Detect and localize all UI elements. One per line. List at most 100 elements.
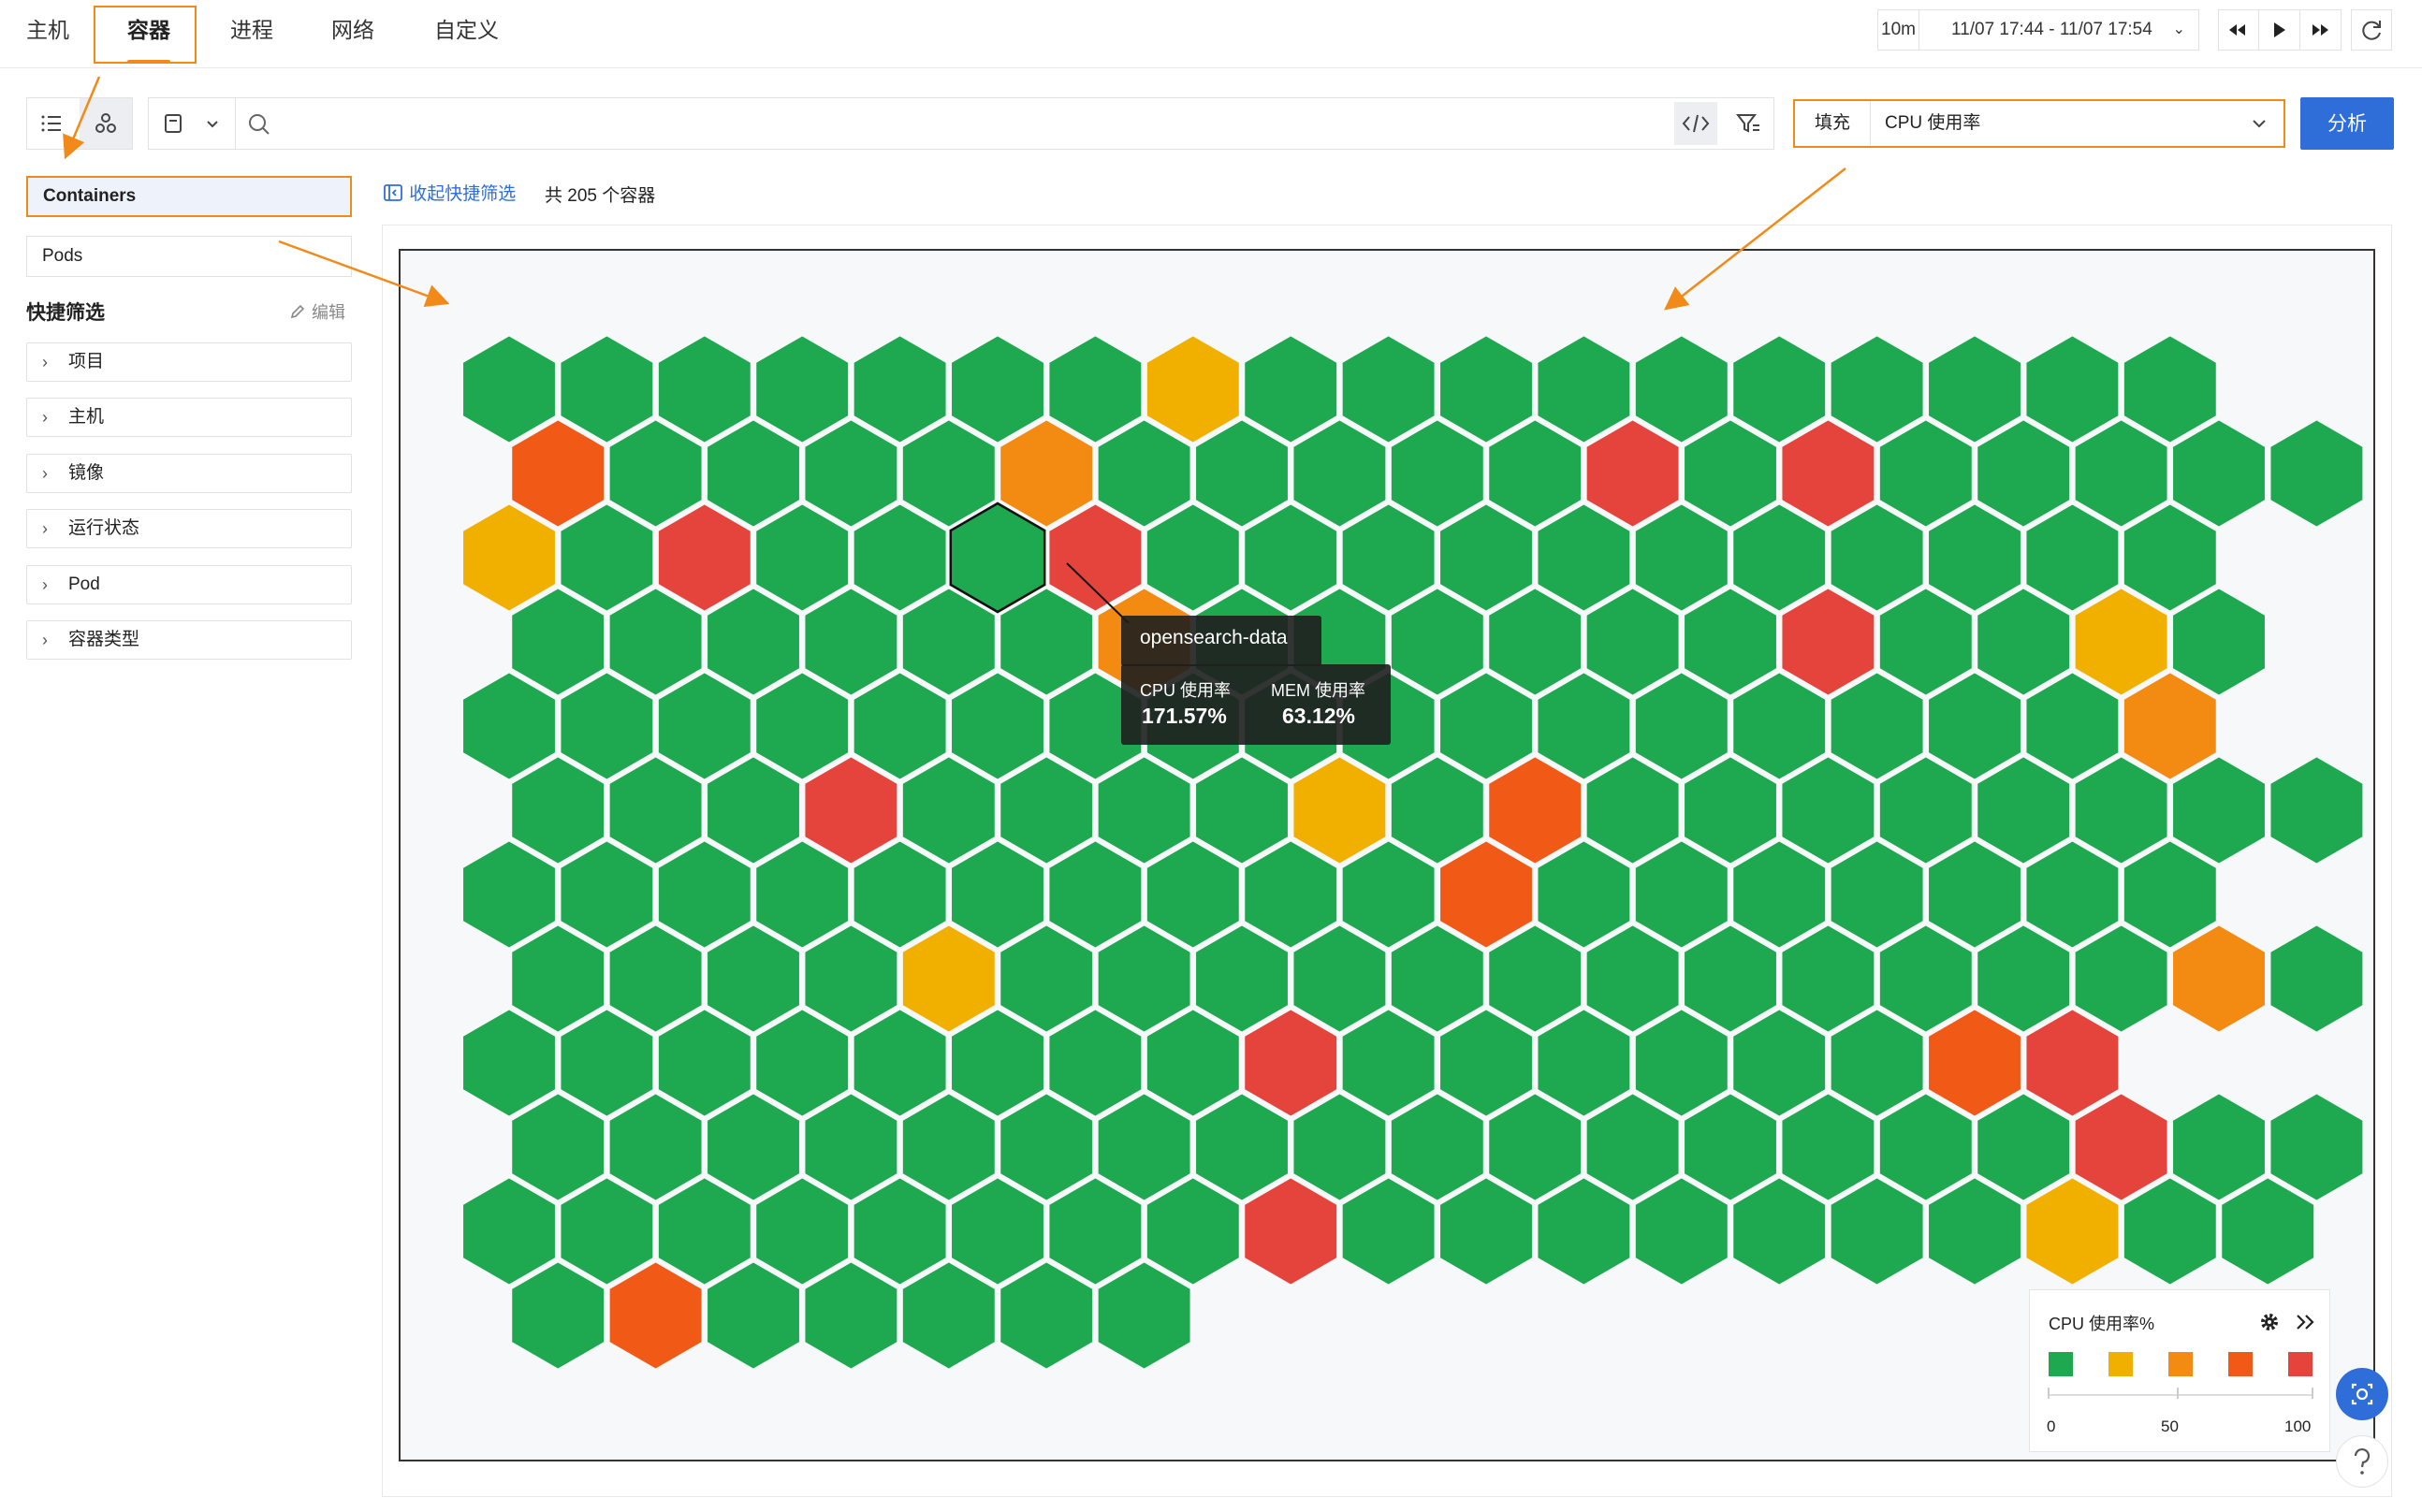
hex-cell[interactable] <box>2170 1091 2268 1203</box>
hex-cell[interactable] <box>802 1091 899 1203</box>
tab-custom[interactable]: 自定义 <box>434 18 499 42</box>
hex-cell[interactable] <box>900 417 998 530</box>
double-chevron-right-icon[interactable] <box>2294 1311 2318 1333</box>
hex-cell[interactable] <box>1926 838 2023 951</box>
hex-cell[interactable] <box>2170 586 2268 698</box>
hex-cell[interactable] <box>705 1259 802 1372</box>
filter-host[interactable]: › 主机 <box>26 398 352 437</box>
tab-container[interactable]: 容器 <box>127 18 170 42</box>
gear-icon[interactable] <box>2258 1311 2281 1333</box>
hex-cell[interactable] <box>1389 923 1486 1035</box>
hex-cell[interactable] <box>1779 754 1876 866</box>
hex-cell[interactable] <box>607 1091 705 1203</box>
hex-cell[interactable] <box>900 1091 998 1203</box>
hex-cell[interactable] <box>1877 1091 1975 1203</box>
hex-cell[interactable] <box>1437 838 1535 951</box>
fill-metric-select[interactable]: 填充 CPU 使用率 <box>1793 99 2285 148</box>
hex-cell[interactable] <box>1877 923 1975 1035</box>
hex-cell[interactable] <box>1437 1175 1535 1287</box>
hex-cell[interactable] <box>802 1259 899 1372</box>
hex-cell[interactable] <box>656 502 753 614</box>
hex-cell[interactable] <box>852 670 949 782</box>
hex-cell[interactable] <box>1633 1007 1730 1119</box>
hex-cell[interactable] <box>1633 1175 1730 1287</box>
hex-cell[interactable] <box>1291 923 1388 1035</box>
hex-cell[interactable] <box>1046 838 1144 951</box>
hex-cell[interactable] <box>1730 670 1828 782</box>
hex-cell[interactable] <box>509 1259 606 1372</box>
hex-cell[interactable] <box>1682 586 1779 698</box>
hex-cell[interactable] <box>2268 923 2365 1035</box>
filter-settings-button[interactable] <box>1727 102 1770 145</box>
hex-cell[interactable] <box>1975 1091 2072 1203</box>
search-input[interactable] <box>280 106 1500 143</box>
hex-cell[interactable] <box>2122 502 2219 614</box>
hex-cell[interactable] <box>1046 333 1144 445</box>
hex-cell[interactable] <box>1340 502 1437 614</box>
hex-cell[interactable] <box>2023 502 2121 614</box>
list-view-button[interactable] <box>27 98 80 149</box>
hex-cell[interactable] <box>460 333 558 445</box>
hex-cell[interactable] <box>1145 1175 1242 1287</box>
hex-cell[interactable] <box>1682 417 1779 530</box>
filter-container-type[interactable]: › 容器类型 <box>26 620 352 660</box>
hex-cell[interactable] <box>802 417 899 530</box>
hex-cell[interactable] <box>1242 1175 1339 1287</box>
hex-cell[interactable] <box>1193 923 1291 1035</box>
hex-cell[interactable] <box>460 1175 558 1287</box>
hex-cell[interactable] <box>1535 670 1632 782</box>
hex-cell[interactable] <box>1535 1175 1632 1287</box>
hex-cell[interactable] <box>900 1259 998 1372</box>
hex-cell[interactable] <box>1486 586 1583 698</box>
hex-cell[interactable] <box>1145 1007 1242 1119</box>
hex-cell[interactable] <box>1535 838 1632 951</box>
hex-cell[interactable] <box>1046 1175 1144 1287</box>
hex-cell[interactable] <box>1877 586 1975 698</box>
hex-cell[interactable] <box>1193 754 1291 866</box>
hex-cell[interactable] <box>753 1007 851 1119</box>
hex-cell[interactable] <box>1242 838 1339 951</box>
hex-cell[interactable] <box>949 1175 1046 1287</box>
hex-cell[interactable] <box>1682 754 1779 866</box>
hex-cell[interactable] <box>1730 838 1828 951</box>
hex-cell[interactable] <box>1096 417 1193 530</box>
hex-cell[interactable] <box>2219 1175 2316 1287</box>
hex-cell[interactable] <box>2073 754 2170 866</box>
hex-cell-highlighted[interactable] <box>949 502 1046 614</box>
hex-cell[interactable] <box>509 754 606 866</box>
time-range-picker[interactable]: 11/07 17:44 - 11/07 17:54 ⌄ <box>1919 9 2199 51</box>
hex-cell[interactable] <box>705 923 802 1035</box>
hex-cell[interactable] <box>1242 1007 1339 1119</box>
hex-cell[interactable] <box>998 923 1095 1035</box>
hex-cell[interactable] <box>949 333 1046 445</box>
hex-cell[interactable] <box>1096 1091 1193 1203</box>
hex-cell[interactable] <box>2073 586 2170 698</box>
hex-cell[interactable] <box>1779 923 1876 1035</box>
hex-cell[interactable] <box>460 502 558 614</box>
hex-cell[interactable] <box>1633 502 1730 614</box>
hex-cell[interactable] <box>1193 417 1291 530</box>
hex-cell[interactable] <box>900 923 998 1035</box>
hex-cell[interactable] <box>1829 1175 1926 1287</box>
hex-cell[interactable] <box>2122 838 2219 951</box>
hex-cell[interactable] <box>1145 838 1242 951</box>
hex-cell[interactable] <box>1584 923 1682 1035</box>
filter-run-state[interactable]: › 运行状态 <box>26 509 352 548</box>
hex-cell[interactable] <box>1633 333 1730 445</box>
hex-cell[interactable] <box>607 1259 705 1372</box>
hex-cell[interactable] <box>2073 923 2170 1035</box>
hex-cell[interactable] <box>852 1007 949 1119</box>
hex-cell[interactable] <box>460 670 558 782</box>
hex-cell[interactable] <box>1389 586 1486 698</box>
hex-cell[interactable] <box>656 1175 753 1287</box>
hex-cell[interactable] <box>852 502 949 614</box>
hex-cell[interactable] <box>2122 1175 2219 1287</box>
hex-cell[interactable] <box>1633 670 1730 782</box>
hex-cell[interactable] <box>656 838 753 951</box>
hex-cell[interactable] <box>2122 333 2219 445</box>
hex-cell[interactable] <box>998 1259 1095 1372</box>
play-button[interactable] <box>2259 9 2300 51</box>
hex-cell[interactable] <box>607 754 705 866</box>
hex-cell[interactable] <box>607 586 705 698</box>
filter-project[interactable]: › 项目 <box>26 342 352 382</box>
